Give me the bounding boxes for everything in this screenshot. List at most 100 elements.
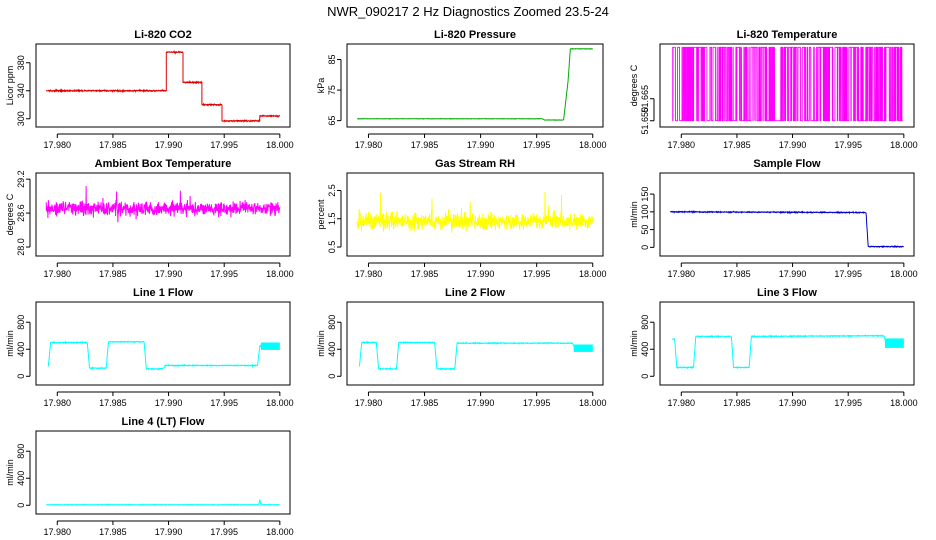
y-axis-label: ml/min xyxy=(629,201,639,228)
plot-area xyxy=(45,185,281,223)
chart-boxtemp: Ambient Box Temperature degrees C 17.980 17… xyxy=(5,158,294,279)
x-tick-label: 17.980 xyxy=(44,398,72,408)
y-tick-label: 380 xyxy=(16,55,26,70)
x-tick-label: 18.000 xyxy=(266,398,294,408)
y-tick-label: 0 xyxy=(640,374,650,379)
x-tick-label: 17.985 xyxy=(723,140,751,150)
series-segment-0 xyxy=(47,340,88,367)
x-tick-label: 17.995 xyxy=(210,269,238,279)
x-tick-label: 17.995 xyxy=(834,269,862,279)
x-tick-label: 18.000 xyxy=(579,269,607,279)
series-segment-1 xyxy=(542,118,564,121)
y-tick-label: 1.5 xyxy=(327,212,337,225)
series-segment-3 xyxy=(201,82,223,107)
y-tick-label: 0 xyxy=(640,245,650,250)
y-tick-label: 85 xyxy=(327,55,337,65)
x-tick-label: 17.990 xyxy=(155,398,183,408)
x-tick-label: 17.990 xyxy=(467,269,495,279)
chart-title: Line 4 (LT) Flow xyxy=(122,416,205,428)
x-tick-label: 17.990 xyxy=(467,398,495,408)
x-tick-label: 17.980 xyxy=(355,140,383,150)
y-tick-label: 28.6 xyxy=(16,204,26,222)
x-tick-label: 17.995 xyxy=(523,269,551,279)
x-tick-label: 17.980 xyxy=(668,398,696,408)
chart-title: Li-820 CO2 xyxy=(134,29,191,41)
x-tick-label: 17.990 xyxy=(779,269,807,279)
plot-frame xyxy=(659,301,915,386)
y-tick-label: 150 xyxy=(640,187,650,202)
x-tick-label: 17.995 xyxy=(210,140,238,150)
series-segment-4 xyxy=(221,104,261,124)
plot-frame xyxy=(659,43,915,128)
y-tick-label: 100 xyxy=(640,204,650,219)
dense-band-0 xyxy=(573,344,593,352)
series-segment-0 xyxy=(45,185,281,223)
y-tick-label: 400 xyxy=(327,342,337,357)
y-tick-label: 0 xyxy=(327,374,337,379)
y-tick-label: 400 xyxy=(640,342,650,357)
x-tick-label: 17.980 xyxy=(355,398,383,408)
x-tick-label: 18.000 xyxy=(890,398,918,408)
y-tick-label: 28.0 xyxy=(16,238,26,256)
series-segment-3 xyxy=(730,336,750,369)
y-axis-label: ml/min xyxy=(629,330,639,357)
series-segment-4 xyxy=(748,333,885,368)
x-tick-label: 17.985 xyxy=(723,398,751,408)
series-segment-0 xyxy=(672,337,678,369)
x-tick-label: 17.995 xyxy=(834,398,862,408)
series-segment-2 xyxy=(396,340,435,370)
x-tick-label: 17.980 xyxy=(355,269,383,279)
y-axis-label: ml/min xyxy=(316,330,326,357)
y-tick-label: 800 xyxy=(640,315,650,330)
chart-co2: Li-820 CO2 Licor ppm 17.980 17.985 17.990 17.… xyxy=(5,29,294,150)
x-tick-label: 18.000 xyxy=(579,398,607,408)
series-segment-1 xyxy=(676,365,694,370)
series-line xyxy=(672,46,903,122)
dense-band-0 xyxy=(260,342,280,350)
x-tick-label: 17.985 xyxy=(99,140,127,150)
y-tick-label: 0 xyxy=(16,503,26,508)
y-axis-label: ml/min xyxy=(5,330,15,357)
x-tick-label: 17.985 xyxy=(723,269,751,279)
series-segment-0 xyxy=(45,503,259,506)
plot-area xyxy=(356,47,593,121)
series-segment-0 xyxy=(359,340,377,367)
series-segment-2 xyxy=(563,48,571,121)
series-segment-2 xyxy=(182,52,203,85)
y-tick-label: 65 xyxy=(327,116,337,126)
chart-li820temp: Li-820 Temperature degrees C 17.980 17.985 1… xyxy=(629,29,918,150)
chart-line1: Line 1 Flow ml/min 17.980 17.985 17.990 17.99… xyxy=(5,287,294,408)
y-tick-label: 51.665 xyxy=(640,85,650,113)
series-segment-0 xyxy=(669,209,867,215)
x-tick-label: 17.990 xyxy=(155,527,183,537)
series-segment-1 xyxy=(375,341,397,371)
chart-title: Ambient Box Temperature xyxy=(95,158,232,170)
x-tick-label: 17.985 xyxy=(99,398,127,408)
x-tick-label: 17.985 xyxy=(99,527,127,537)
plot-frame xyxy=(346,172,604,257)
x-tick-label: 17.980 xyxy=(44,527,72,537)
x-tick-label: 17.995 xyxy=(523,398,551,408)
plot-frame xyxy=(659,172,915,257)
chart-title: Line 1 Flow xyxy=(133,287,193,299)
dense-band-0 xyxy=(884,338,904,348)
x-tick-label: 17.980 xyxy=(668,140,696,150)
y-axis-label: kPa xyxy=(316,78,326,94)
y-tick-label: 800 xyxy=(327,315,337,330)
series-segment-3 xyxy=(143,341,164,371)
x-tick-label: 17.995 xyxy=(834,140,862,150)
y-tick-label: 75 xyxy=(327,85,337,95)
series-segment-1 xyxy=(165,49,184,91)
y-tick-label: 50 xyxy=(640,225,650,235)
y-tick-label: 2.5 xyxy=(327,184,337,197)
series-segment-3 xyxy=(434,342,456,371)
chart-title: Li-820 Temperature xyxy=(737,29,838,41)
chart-rh: Gas Stream RH percent 17.980 17.985 17.990 17… xyxy=(316,158,607,279)
x-tick-label: 17.985 xyxy=(411,269,439,279)
y-tick-label: 29.2 xyxy=(16,170,26,188)
chart-title: Gas Stream RH xyxy=(435,158,515,170)
series-segment-2 xyxy=(105,340,145,369)
x-tick-label: 18.000 xyxy=(266,140,294,150)
plot-area xyxy=(356,191,594,233)
